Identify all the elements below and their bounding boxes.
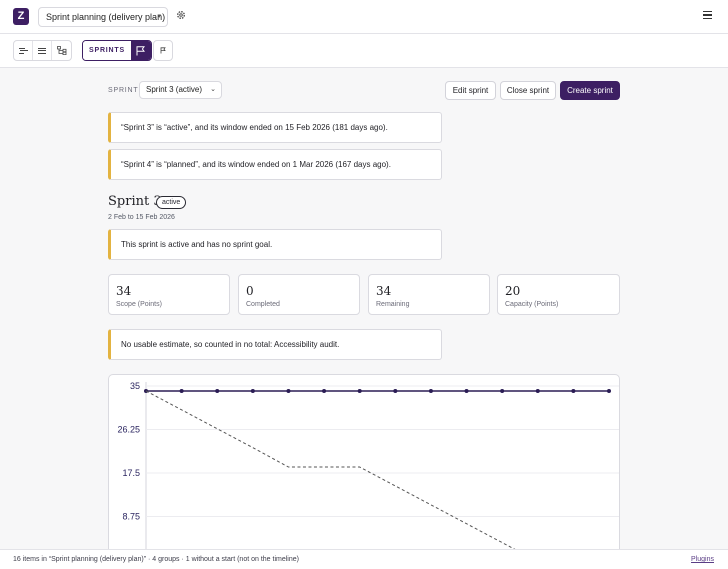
scope-point [500,388,505,393]
stat-value: 0 [246,284,254,298]
stat-scope: 34 Scope (Points) [108,274,230,315]
view-toolbar: SPRINTS [0,34,728,68]
scope-point [250,388,255,393]
stat-value: 34 [116,284,132,298]
sprints-label: SPRINTS [83,41,131,60]
scope-point [322,388,327,393]
sprint-title: Sprint 3 [108,194,162,209]
stat-capacity: 20 Capacity (Points) [497,274,620,315]
small-flag-icon [160,47,166,54]
plan-selector[interactable]: Sprint planning (delivery plan) ▾ [38,7,168,27]
scope-point [535,388,540,393]
plugins-link[interactable]: Plugins [691,556,714,563]
list-icon [38,46,46,55]
sprint-field-label: SPRINT [108,87,139,94]
close-sprint-button[interactable]: Close sprint [500,81,556,100]
stat-remaining: 34 Remaining [368,274,490,315]
scope-point [464,388,469,393]
scope-point [357,388,362,393]
y-tick-label: 26.25 [117,425,140,435]
ideal-burndown-line [145,390,523,553]
sprint-goal-alert: This sprint is active and has no sprint … [108,229,442,260]
scope-point [179,388,184,393]
view-switcher [13,40,72,61]
stat-completed: 0 Completed [238,274,360,315]
sprint-window-alert: “Sprint 3” is “active”, and its window e… [108,112,442,143]
alert-text: No usable estimate, so counted in no tot… [121,340,340,349]
flag-icon [130,41,151,60]
sprint-window-alert: “Sprint 4” is “planned”, and its window … [108,149,442,180]
timeline-view-button[interactable] [14,41,33,60]
scope-point [607,388,611,393]
hierarchy-icon [56,46,66,55]
alert-text: “Sprint 3” is “active”, and its window e… [121,123,388,132]
plan-selector-value: Sprint planning (delivery plan) [46,12,166,22]
stat-label: Completed [246,301,280,308]
chevron-down-icon: ⌄ [210,86,216,93]
alert-text: This sprint is active and has no sprint … [121,240,273,249]
sprint-selector-value: Sprint 3 (active) [146,85,203,94]
gear-icon[interactable] [176,10,186,22]
estimate-alert: No usable estimate, so counted in no tot… [108,329,442,360]
timeline-icon [19,46,28,55]
scope-point [215,388,220,393]
sprints-view-toggle[interactable]: SPRINTS [82,40,152,61]
sprint-selector[interactable]: Sprint 3 (active) ⌄ [139,81,222,99]
top-bar: Z Sprint planning (delivery plan) ▾ [0,0,728,34]
burndown-chart: 35 26.25 17.5 8.75 [108,374,620,554]
stat-label: Scope (Points) [116,301,162,308]
menu-icon[interactable] [703,11,712,21]
scope-point [286,388,291,393]
stat-value: 34 [376,284,392,298]
milestone-button[interactable] [153,40,173,61]
stat-label: Capacity (Points) [505,301,559,308]
status-text: 16 items in “Sprint planning (delivery p… [13,556,299,563]
edit-sprint-button[interactable]: Edit sprint [445,81,496,100]
y-tick-label: 8.75 [122,512,140,522]
stat-value: 20 [505,284,521,298]
status-bar: 16 items in “Sprint planning (delivery p… [0,549,728,569]
y-tick-label: 17.5 [122,468,140,478]
create-sprint-button[interactable]: Create sprint [560,81,620,100]
status-badge: active [156,196,187,209]
burndown-chart-svg: 35 26.25 17.5 8.75 [117,381,619,553]
scope-point [571,388,576,393]
alert-text: “Sprint 4” is “planned”, and its window … [121,160,391,169]
hierarchy-view-button[interactable] [52,41,71,60]
scope-point [428,388,433,393]
app-logo[interactable]: Z [13,8,29,25]
scope-point [393,388,398,393]
sprint-date-range: 2 Feb to 15 Feb 2026 [108,214,175,221]
chevron-down-icon: ▾ [157,13,161,20]
list-view-button[interactable] [33,41,52,60]
stat-label: Remaining [376,301,410,308]
y-tick-label: 35 [130,381,140,391]
